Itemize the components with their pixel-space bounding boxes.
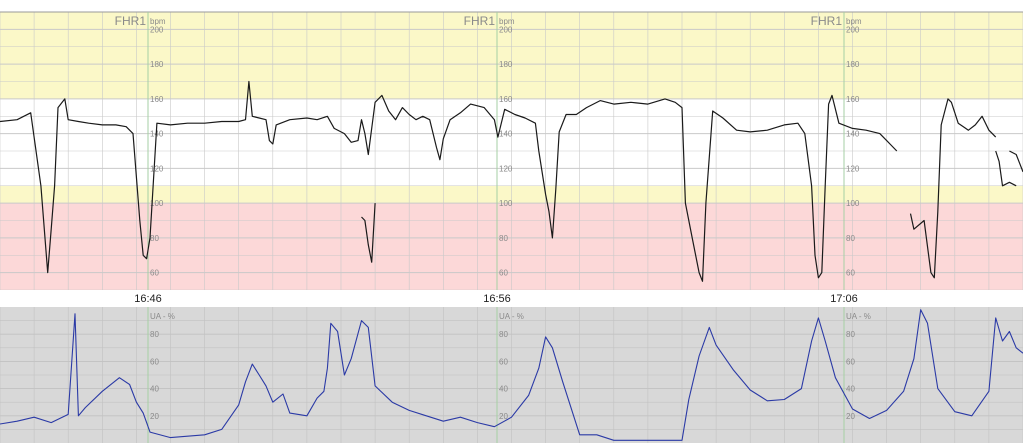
fhr-unit-label-3: bpm [846,17,862,26]
fhr-tick-80: 80 [150,234,159,243]
fhr-tick-200: 200 [846,25,860,34]
fhr-trace-segment-3 [909,98,997,279]
fhr-tick-180: 180 [499,60,513,69]
fhr-tick-120: 120 [846,164,860,173]
fhr-trace-segment-5 [1009,150,1023,173]
ua-channel-label-2: UA - % [499,312,524,321]
ua-tick-60: 60 [499,357,508,366]
time-label-2: 16:56 [483,293,511,305]
ua-channel-label-3: UA - % [846,312,871,321]
fhr-tick-60: 60 [150,269,159,278]
ua-trace [0,309,1023,441]
ua-tick-20: 20 [846,412,855,421]
fhr-tick-80: 80 [846,234,855,243]
ua-tick-20: 20 [150,412,159,421]
fhr-trace [0,80,1023,282]
ua-trace-series-1 [0,309,1023,441]
fhr-tick-160: 160 [499,95,513,104]
fhr-trace-segment-2 [361,203,376,263]
fhr-tick-140: 140 [846,130,860,139]
fhr-tick-80: 80 [499,234,508,243]
ua-panel: UA - % 20 40 60 80 UA - % 20 40 60 80 UA - % 20 40 60… [0,307,1023,443]
ua-tick-40: 40 [846,385,855,394]
ua-tick-80: 80 [846,330,855,339]
time-axis-background [0,290,1023,306]
time-label-1: 16:46 [134,293,162,305]
fhr-tick-60: 60 [499,269,508,278]
fhr-tick-100: 100 [846,199,860,208]
fhr-trace-segment-4 [995,150,1017,187]
fhr-tick-120: 120 [150,164,164,173]
ua-tick-80: 80 [499,330,508,339]
fhr-trace-segment-1 [0,80,898,282]
time-axis: 16:46 16:56 17:06 [0,290,1023,306]
fhr-tick-140: 140 [499,130,513,139]
fhr-tick-120: 120 [499,164,513,173]
ua-tick-20: 20 [499,412,508,421]
ua-tick-40: 40 [150,385,159,394]
fhr-tick-180: 180 [150,60,164,69]
time-label-3: 17:06 [830,293,858,305]
fhr-tick-180: 180 [846,60,860,69]
ua-channel-label-1: UA - % [150,312,175,321]
fhr-channel-label-3: FHR1 [811,14,843,28]
fhr-tick-100: 100 [150,199,164,208]
fhr-tick-60: 60 [846,269,855,278]
fhr-tick-140: 140 [150,130,164,139]
fhr-tick-160: 160 [150,95,164,104]
ua-grid [0,307,1023,443]
fhr-unit-label-2: bpm [499,17,515,26]
ua-tick-60: 60 [150,357,159,366]
fhr-tick-200: 200 [150,25,164,34]
fhr-tick-100: 100 [499,199,513,208]
fhr-tick-160: 160 [846,95,860,104]
fhr-unit-label-1: bpm [150,17,166,26]
ua-tick-80: 80 [150,330,159,339]
ua-tick-60: 60 [846,357,855,366]
fhr-channel-label-1: FHR1 [115,14,147,28]
ua-tick-40: 40 [499,385,508,394]
ua-tick-labels: UA - % 20 40 60 80 UA - % 20 40 60 80 UA - % 20 40 60… [150,312,871,421]
fhr-tick-200: 200 [499,25,513,34]
fhr-channel-label-2: FHR1 [464,14,496,28]
